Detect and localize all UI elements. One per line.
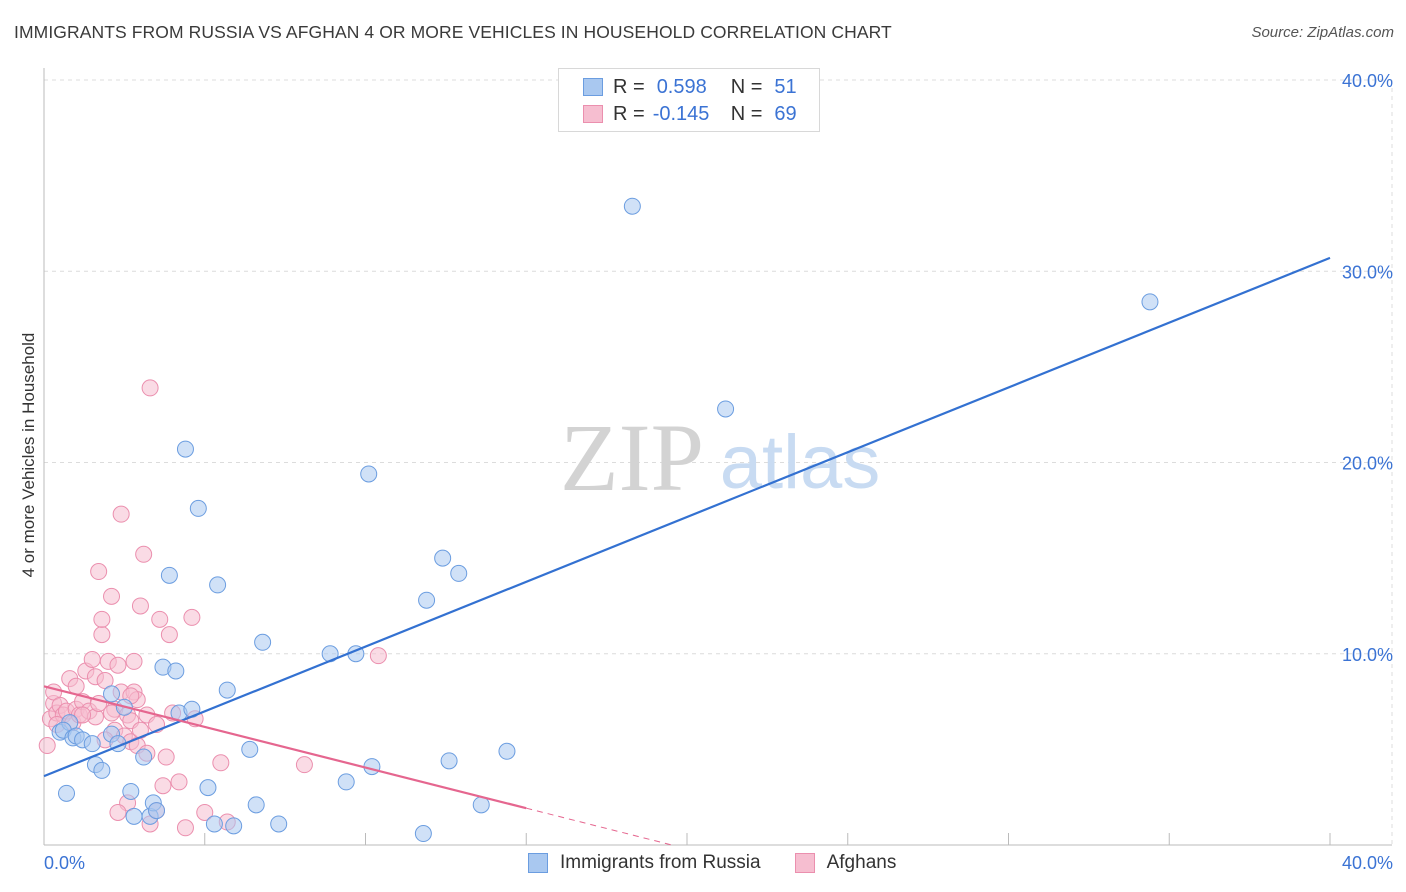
afghans-point — [154, 777, 172, 795]
legend-n-label: N = — [730, 102, 763, 125]
y-tick-label: 40.0% — [1342, 71, 1393, 91]
afghans-point — [151, 610, 169, 628]
russia-point — [414, 825, 432, 843]
legend-item-afghans[interactable]: Afghans — [794, 852, 897, 874]
legend-label-afghans: Afghans — [826, 852, 897, 873]
legend-n-value: 69 — [774, 102, 797, 125]
russia-point — [209, 576, 227, 594]
legend-r-value: 0.598 — [656, 75, 707, 98]
afghans-point — [295, 756, 313, 774]
afghans-point — [196, 803, 214, 821]
russia-point — [434, 549, 452, 567]
russia-point — [225, 817, 243, 835]
russia-point — [83, 735, 101, 753]
russia-point — [360, 465, 378, 483]
legend-swatch-russia — [528, 853, 548, 873]
russia-point — [160, 566, 178, 584]
grid-lines — [44, 79, 1393, 845]
russia-point — [135, 748, 153, 766]
afghans-point — [90, 563, 108, 581]
russia-point — [218, 681, 236, 699]
y-tick-label: 20.0% — [1342, 454, 1393, 474]
afghans-point — [157, 748, 175, 766]
chart-title: IMMIGRANTS FROM RUSSIA VS AFGHAN 4 OR MO… — [14, 22, 892, 42]
legend-r-label: R = — [613, 102, 645, 125]
afghans-point — [109, 656, 127, 674]
afghans-point — [112, 505, 130, 523]
russia-point — [241, 740, 259, 758]
russia-point — [122, 782, 140, 800]
russia-point — [337, 773, 355, 791]
russia-point — [176, 440, 194, 458]
russia-point — [58, 784, 76, 802]
afghans-point — [141, 379, 159, 397]
afghans-point — [125, 652, 143, 670]
russia-point — [498, 742, 516, 760]
afghans-point — [183, 608, 201, 626]
legend-swatch-afghans — [794, 853, 815, 873]
legend-swatch-afghans — [583, 105, 603, 123]
y-tick-label: 30.0% — [1342, 262, 1393, 282]
y-axis-label: 4 or more Vehicles in Household — [19, 333, 38, 578]
afghans-trend-line — [43, 685, 527, 810]
afghans-point — [131, 597, 149, 615]
legend-r-label: R = — [613, 75, 645, 98]
afghans-point — [83, 650, 101, 668]
afghans-trend-extension — [526, 807, 672, 846]
legend-n-label: N = — [730, 75, 763, 98]
russia-point — [717, 400, 735, 418]
russia-point — [270, 815, 288, 833]
afghans-point — [74, 706, 92, 724]
russia-point — [205, 815, 223, 833]
russia-point — [363, 758, 381, 776]
russia-point — [103, 685, 121, 703]
legend-n-value: 51 — [774, 75, 797, 98]
watermark: ZIP atlas — [560, 404, 880, 511]
russia-point — [167, 662, 185, 680]
russia-point — [1141, 293, 1159, 311]
afghans-point — [212, 754, 230, 772]
russia-point — [418, 591, 436, 609]
afghans-point — [135, 545, 153, 563]
series-legend: Immigrants from Russia Afghans — [528, 852, 930, 874]
legend-swatch-russia — [583, 78, 603, 96]
russia-point — [247, 796, 265, 814]
correlation-legend: R = 0.598 N = 51 R = -0.145 N = 69 — [558, 68, 820, 132]
y-tick-label: 10.0% — [1342, 645, 1393, 665]
x-tick-label: 0.0% — [44, 853, 85, 873]
watermark-zip: ZIP — [560, 404, 704, 511]
russia-point — [440, 752, 458, 770]
russia-point — [189, 499, 207, 517]
x-tick-label: 40.0% — [1342, 853, 1393, 873]
russia-point — [450, 564, 468, 582]
russia-point — [148, 802, 166, 820]
legend-row-afghans: R = -0.145 N = 69 — [583, 102, 797, 126]
russia-points — [51, 197, 1159, 843]
trend-lines — [43, 256, 1331, 846]
russia-trend-line — [43, 256, 1331, 778]
afghans-point — [160, 626, 178, 644]
russia-point — [254, 633, 272, 651]
afghans-point — [109, 803, 127, 821]
axes — [43, 68, 1392, 846]
legend-label-russia: Immigrants from Russia — [560, 852, 761, 873]
afghans-point — [170, 773, 188, 791]
afghans-point — [103, 587, 121, 605]
legend-item-russia[interactable]: Immigrants from Russia — [528, 852, 761, 874]
afghans-point — [38, 737, 56, 755]
legend-row-russia: R = 0.598 N = 51 — [583, 75, 797, 99]
afghans-point — [93, 626, 111, 644]
tick-labels: 10.0% 20.0% 30.0% 40.0% 0.0% 40.0% — [44, 71, 1393, 873]
russia-point — [199, 779, 217, 797]
russia-point — [125, 807, 143, 825]
afghans-point — [369, 647, 387, 665]
afghans-point — [93, 610, 111, 628]
afghans-point — [176, 819, 194, 837]
russia-point — [93, 761, 111, 779]
legend-r-value: -0.145 — [652, 102, 710, 125]
source-label: Source: ZipAtlas.com — [1251, 24, 1394, 41]
russia-point — [623, 197, 641, 215]
watermark-atlas: atlas — [720, 420, 881, 505]
